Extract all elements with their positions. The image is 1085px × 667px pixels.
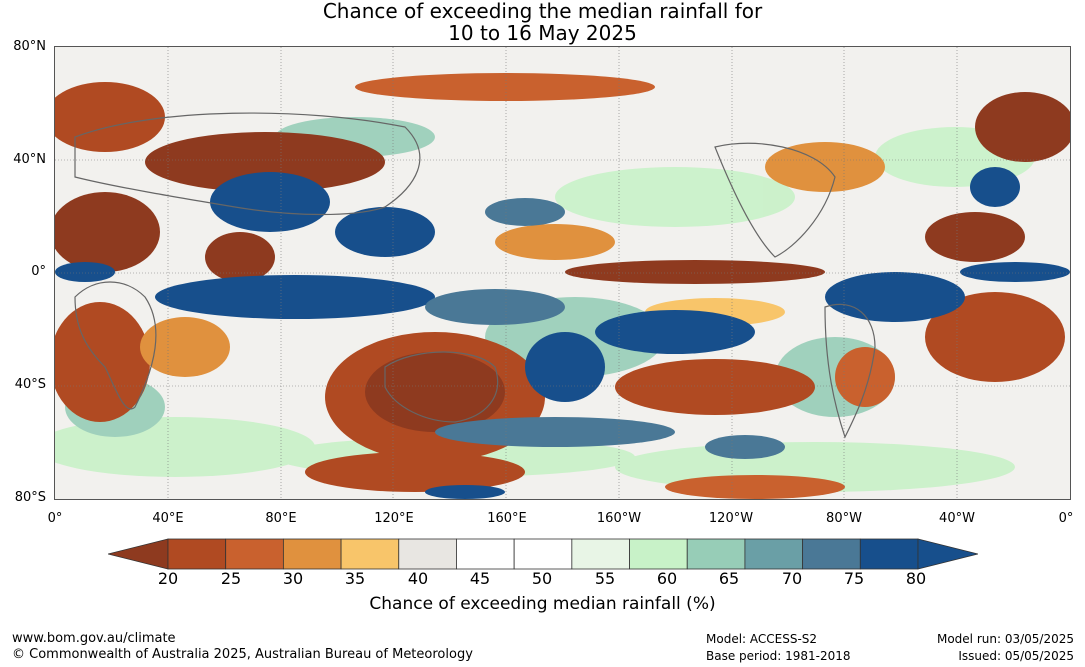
colorbar-tick: 25 <box>220 569 242 588</box>
lon-label-80e: 80°E <box>265 511 297 526</box>
lat-label-40n: 40°N <box>13 152 46 167</box>
colorbar-tick: 65 <box>718 569 740 588</box>
colorbar-segment <box>802 538 861 570</box>
colorbar-segment <box>282 538 342 570</box>
colorbar-tick: 20 <box>157 569 179 588</box>
colorbar-tick: 75 <box>843 569 865 588</box>
map-title-line2: 10 to 16 May 2025 <box>448 21 637 45</box>
lon-label-160e: 160°E <box>487 511 527 526</box>
colorbar-tick: 35 <box>344 569 366 588</box>
colorbar-segment <box>456 538 515 570</box>
colorbar-segment <box>571 538 630 570</box>
colorbar-tick: 80 <box>905 569 927 588</box>
colorbar-segment <box>686 538 746 570</box>
colorbar-segment <box>340 538 400 570</box>
colorbar-label: Chance of exceeding median rainfall (%) <box>369 594 716 614</box>
colorbar-segment <box>167 538 227 570</box>
coastlines <box>74 112 876 439</box>
lat-label-40s: 40°S <box>14 377 46 392</box>
colorbar-tick: 55 <box>594 569 616 588</box>
colorbar-segment <box>629 538 688 570</box>
colorbar-extend-high <box>917 538 978 570</box>
footer-model: Model: ACCESS-S2 <box>706 632 818 646</box>
lon-label-80w: 80°W <box>826 511 862 526</box>
lon-label-0-right: 0° <box>1058 511 1074 526</box>
lon-label-40w: 40°W <box>939 511 975 526</box>
graticule <box>55 47 1070 499</box>
colorbar-tick: 70 <box>781 569 803 588</box>
lat-label-0: 0° <box>31 264 46 279</box>
lon-label-160w: 160°W <box>596 511 642 526</box>
footer-issued: Issued: 05/05/2025 <box>958 649 1074 663</box>
footer-url: www.bom.gov.au/climate <box>12 631 176 646</box>
footer-model-run: Model run: 03/05/2025 <box>936 632 1074 646</box>
colorbar <box>108 538 978 570</box>
lat-label-80n: 80°N <box>13 39 46 54</box>
colorbar-tick: 50 <box>531 569 553 588</box>
colorbar-tick: 40 <box>407 569 429 588</box>
lon-label-0-left: 0° <box>47 511 63 526</box>
lat-label-80s: 80°S <box>14 490 46 505</box>
colorbar-segment <box>398 538 457 570</box>
rainfall-probability-map <box>54 46 1071 500</box>
map-title-line1: Chance of exceeding the median rainfall … <box>322 0 763 23</box>
wet-regions <box>55 167 1070 499</box>
colorbar-segment <box>744 538 804 570</box>
lon-label-120e: 120°E <box>374 511 414 526</box>
colorbar-tick: 45 <box>469 569 491 588</box>
colorbar-tick: 60 <box>656 569 678 588</box>
colorbar-segment <box>859 538 919 570</box>
footer-base-period: Base period: 1981-2018 <box>706 649 851 663</box>
colorbar-segment <box>225 538 284 570</box>
colorbar-extend-low <box>108 538 169 570</box>
colorbar-segment <box>513 538 573 570</box>
colorbar-tick: 30 <box>282 569 304 588</box>
lon-label-40e: 40°E <box>152 511 184 526</box>
lon-label-120w: 120°W <box>708 511 754 526</box>
footer-copyright: © Commonwealth of Australia 2025, Austra… <box>12 647 473 662</box>
